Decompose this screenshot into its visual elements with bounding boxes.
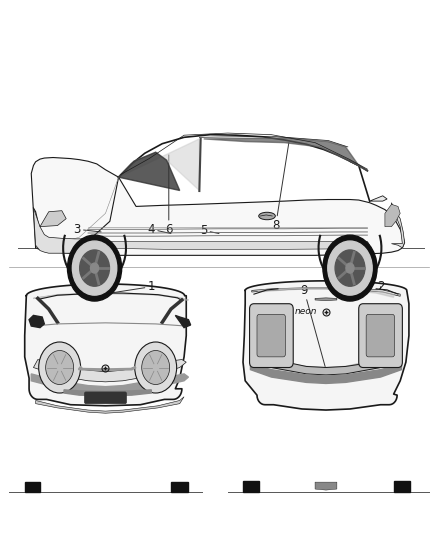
Polygon shape [251,365,402,383]
Circle shape [80,250,110,286]
Polygon shape [25,482,40,491]
Polygon shape [31,374,188,393]
FancyBboxPatch shape [85,392,127,403]
Polygon shape [385,204,400,227]
Circle shape [323,235,377,301]
Polygon shape [392,203,405,248]
Polygon shape [252,288,400,296]
Text: 3: 3 [74,223,101,236]
Text: 5: 5 [200,224,219,237]
Polygon shape [119,139,199,190]
Polygon shape [35,397,184,413]
FancyBboxPatch shape [359,304,403,368]
Text: 9: 9 [300,284,326,369]
Polygon shape [251,351,402,375]
Circle shape [328,241,372,295]
Polygon shape [258,288,394,297]
Circle shape [346,263,354,273]
Polygon shape [86,241,370,249]
Polygon shape [40,211,66,227]
Ellipse shape [259,212,276,220]
Text: 6: 6 [165,155,173,236]
Circle shape [46,351,74,384]
FancyBboxPatch shape [250,304,293,368]
Text: 2: 2 [377,280,384,293]
Circle shape [335,250,365,286]
Text: neon: neon [295,307,318,316]
Polygon shape [31,158,405,255]
Polygon shape [64,390,151,395]
Polygon shape [394,481,410,491]
Polygon shape [119,152,180,190]
Circle shape [67,235,122,301]
Circle shape [72,241,117,295]
Text: 4: 4 [148,223,171,236]
Polygon shape [315,298,337,301]
Polygon shape [204,138,367,171]
Text: 8: 8 [272,143,289,231]
Polygon shape [29,316,44,328]
Polygon shape [315,482,337,490]
Text: 1: 1 [97,280,155,295]
Circle shape [142,351,170,384]
Polygon shape [171,482,188,491]
Polygon shape [243,481,259,491]
FancyBboxPatch shape [366,314,395,357]
Polygon shape [33,360,186,382]
Circle shape [135,342,177,393]
Polygon shape [370,196,387,201]
Polygon shape [33,208,88,253]
Circle shape [39,342,81,393]
Circle shape [91,263,99,273]
Polygon shape [243,281,409,410]
Polygon shape [33,293,188,300]
Polygon shape [25,284,186,406]
Polygon shape [175,316,191,328]
FancyBboxPatch shape [257,314,286,357]
